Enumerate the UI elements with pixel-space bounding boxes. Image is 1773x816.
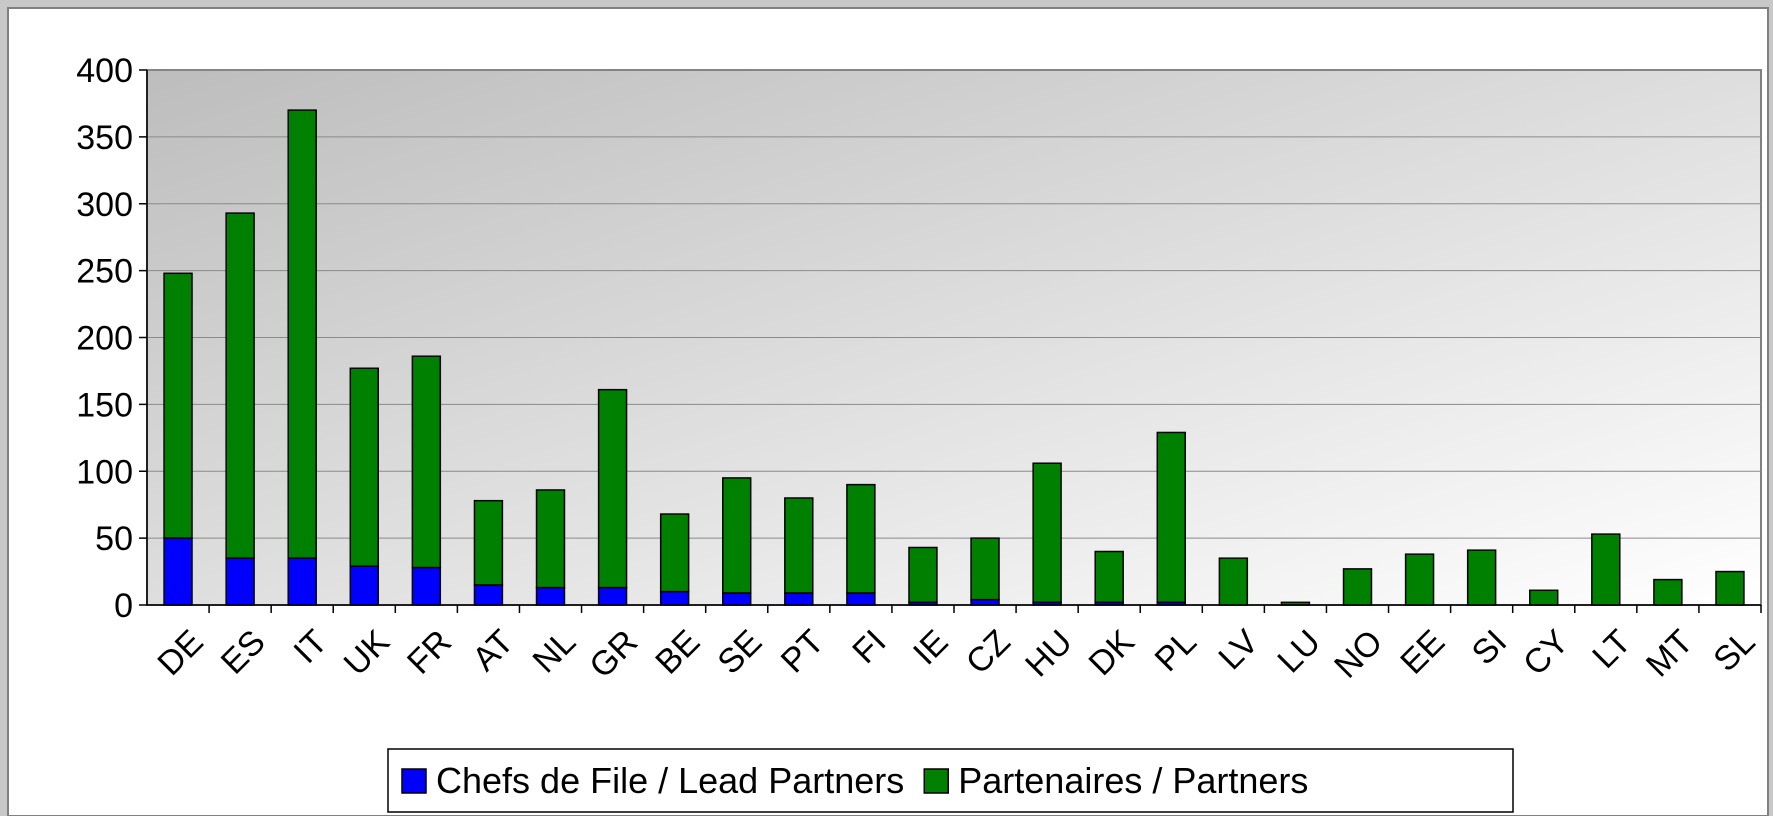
- bar-segment: [1653, 578, 1683, 606]
- legend-box: [387, 748, 1514, 813]
- bar-segment: [1342, 568, 1373, 606]
- bar-segment: [722, 477, 752, 594]
- bar-segment: [411, 566, 442, 606]
- bar-segment: [163, 272, 193, 539]
- bar-segment: [846, 592, 876, 606]
- bar-segment: [970, 598, 1000, 606]
- bar-segment: [1032, 462, 1062, 604]
- y-tick-label: 400: [76, 52, 133, 90]
- bar-segment: [287, 557, 317, 606]
- bar-segment: [225, 557, 255, 606]
- bar-segment: [535, 489, 566, 589]
- bar-segment: [970, 537, 1000, 601]
- y-tick-label: 0: [114, 587, 133, 625]
- bar-segment: [597, 388, 628, 589]
- bar-segment: [597, 586, 628, 606]
- bar-segment: [1404, 553, 1435, 606]
- bar-segment: [287, 109, 317, 559]
- bar-segment: [1529, 589, 1559, 606]
- bar-segment: [535, 586, 566, 606]
- bar-segment: [1715, 570, 1745, 606]
- bar-segment: [349, 565, 379, 606]
- bar-segment: [1156, 431, 1186, 604]
- bar-segment: [1094, 550, 1124, 604]
- y-tick-label: 300: [76, 186, 133, 224]
- bar-segment: [784, 592, 814, 606]
- bar-segment: [163, 537, 193, 606]
- bar-segment: [1218, 557, 1249, 606]
- y-tick-label: 200: [76, 320, 133, 358]
- legend-label: Chefs de File / Lead Partners: [436, 760, 904, 801]
- bar-segment: [722, 592, 752, 606]
- y-tick-label: 150: [76, 386, 133, 424]
- legend: Chefs de File / Lead Partners Partenaires…: [387, 748, 1514, 813]
- y-tick-label: 250: [76, 253, 133, 291]
- bar-segment: [659, 590, 690, 606]
- bar-segment: [1466, 549, 1497, 606]
- legend-swatch: [923, 768, 949, 794]
- y-tick-label: 100: [76, 453, 133, 491]
- y-tick-label: 50: [95, 520, 133, 558]
- bar-segment: [908, 546, 938, 604]
- bars: [163, 109, 1745, 606]
- y-tick-label: 350: [76, 119, 133, 157]
- legend-swatch: [401, 768, 427, 794]
- legend-label: Partenaires / Partners: [958, 760, 1308, 801]
- bar-segment: [473, 584, 504, 606]
- bar-segment: [225, 212, 255, 559]
- bar-segment: [411, 355, 442, 569]
- bar-segment: [846, 483, 876, 594]
- bar-segment: [1591, 533, 1621, 606]
- bar-segment: [659, 513, 690, 593]
- bar-segment: [349, 367, 379, 567]
- bar-segment: [784, 497, 814, 594]
- bar-segment: [473, 499, 504, 586]
